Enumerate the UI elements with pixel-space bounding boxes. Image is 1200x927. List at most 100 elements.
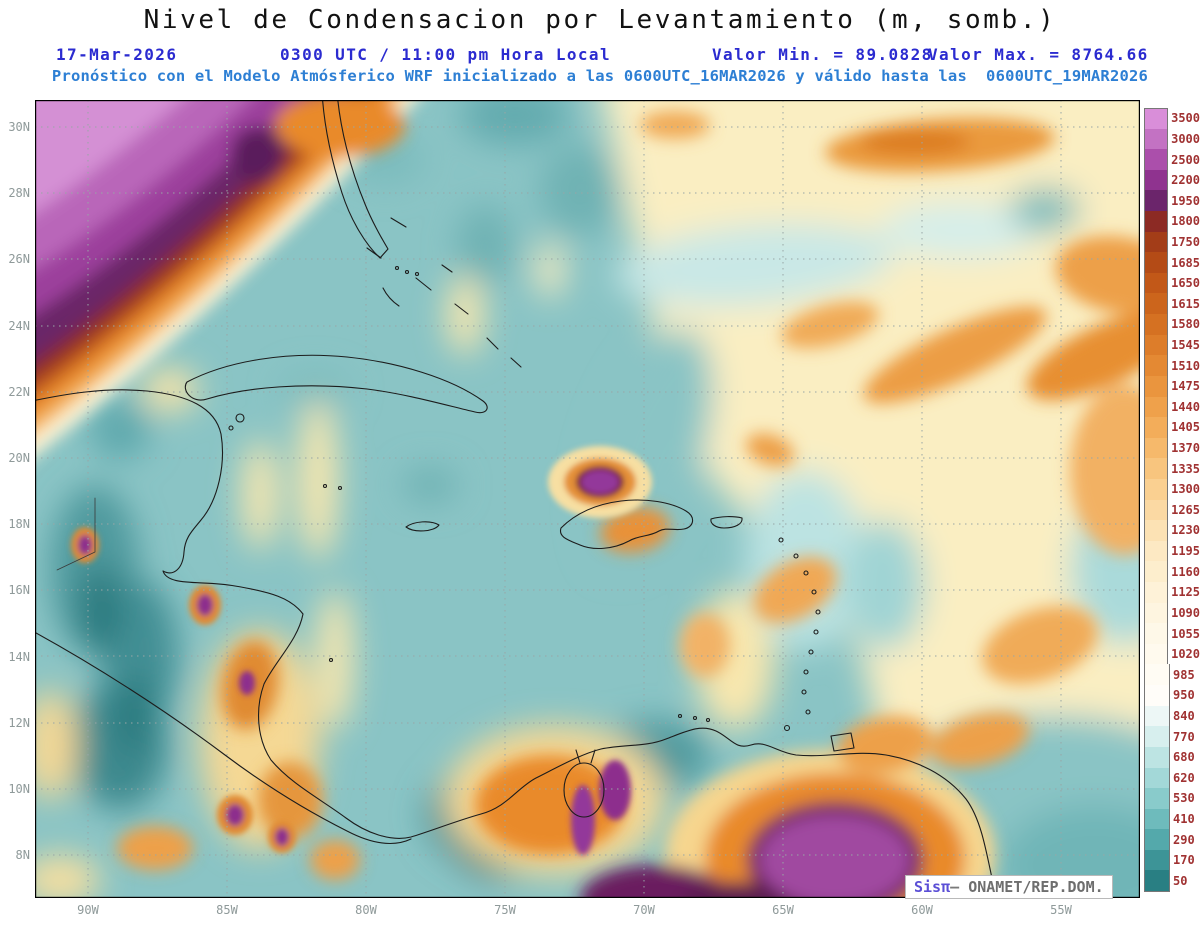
coastlines-layer (35, 100, 997, 898)
colorbar-swatch (1144, 726, 1170, 747)
lon-tick-label: 70W (633, 903, 655, 917)
watermark-separator: – (950, 878, 969, 896)
colorbar-row: 1020 (1144, 643, 1200, 665)
colorbar-swatch (1144, 602, 1169, 624)
colorbar-level-label: 2500 (1171, 152, 1200, 167)
colorbar-swatch (1144, 396, 1169, 418)
contour-fill-layer-small (71, 446, 652, 855)
colorbar-swatch (1144, 499, 1169, 521)
colorbar-swatch (1144, 561, 1169, 583)
colorbar-row: 1750 (1144, 231, 1200, 253)
lat-tick-label: 8N (15, 848, 30, 863)
lat-tick-label: 30N (8, 120, 30, 134)
colorbar-level-label: 985 (1173, 667, 1195, 682)
colorbar-level-label: 770 (1173, 729, 1195, 744)
colorbar-swatch (1144, 705, 1170, 727)
colorbar-level-label: 1650 (1171, 276, 1200, 291)
graticule-layer (35, 100, 1140, 898)
colorbar-swatch (1144, 746, 1170, 768)
colorbar-row: 840 (1144, 705, 1200, 727)
lat-tick-label: 22N (8, 384, 30, 399)
colorbar-level-label: 1335 (1171, 461, 1200, 476)
colorbar-level-label: 950 (1173, 688, 1195, 703)
colorbar-swatch (1144, 623, 1169, 644)
colorbar-row: 1370 (1144, 437, 1200, 459)
colorbar-row: 950 (1144, 685, 1200, 706)
colorbar-swatch (1144, 375, 1169, 397)
colorbar-level-label: 3000 (1171, 131, 1200, 146)
colorbar-level-label: 1160 (1171, 564, 1200, 579)
lon-tick-label: 85W (216, 903, 238, 917)
colorbar-swatch (1144, 478, 1169, 500)
colorbar-level-label: 410 (1173, 812, 1195, 827)
valid-time: 0300 UTC / 11:00 pm Hora Local (280, 45, 611, 64)
colorbar-level-label: 1800 (1171, 214, 1200, 229)
colorbar-swatch (1144, 272, 1169, 294)
lon-tick-label: 80W (355, 903, 377, 917)
colorbar-row: 1615 (1144, 293, 1200, 315)
colorbar-row: 1405 (1144, 417, 1200, 438)
colorbar-swatch (1144, 211, 1169, 232)
colorbar-row: 1265 (1144, 499, 1200, 521)
colorbar-row: 1090 (1144, 602, 1200, 624)
colorbar-swatch (1144, 231, 1169, 253)
colorbar-row: 1195 (1144, 540, 1200, 562)
colorbar-level-label: 290 (1173, 832, 1195, 847)
colorbar-row: 1125 (1144, 582, 1200, 603)
colorbar-level-label: 1020 (1171, 647, 1200, 662)
colorbar-swatch (1144, 190, 1169, 212)
colorbar-swatch (1144, 128, 1169, 150)
colorbar-row: 680 (1144, 746, 1200, 768)
lat-tick-label: 20N (8, 451, 30, 465)
colorbar-row: 770 (1144, 726, 1200, 747)
colorbar-swatch (1144, 808, 1170, 830)
colorbar-swatch (1144, 870, 1170, 892)
contour-fill-layer-medium (35, 100, 1140, 898)
colorbar-swatch (1144, 252, 1169, 273)
colorbar-row: 1475 (1144, 375, 1200, 397)
colorbar-row: 1650 (1144, 272, 1200, 294)
colorbar-swatch (1144, 849, 1170, 871)
colorbar-row: 1055 (1144, 623, 1200, 644)
colorbar-level-label: 1370 (1171, 441, 1200, 456)
colorbar-swatch (1144, 829, 1170, 850)
forecast-line: Pronóstico con el Modelo Atmósferico WRF… (51, 67, 1149, 85)
colorbar-level-label: 3500 (1171, 111, 1200, 126)
colorbar-level-label: 1230 (1171, 523, 1200, 538)
colorbar-level-label: 1440 (1171, 399, 1200, 414)
colorbar-level-label: 620 (1173, 770, 1195, 785)
map-canvas (35, 100, 1141, 898)
colorbar-level-label: 1265 (1171, 502, 1200, 517)
colorbar-swatch (1144, 788, 1170, 809)
lat-tick-label: 14N (8, 649, 30, 664)
colorbar-swatch (1144, 582, 1169, 603)
colorbar-row: 1335 (1144, 458, 1200, 479)
watermark-brand: Sisπ (914, 878, 951, 896)
colorbar-swatch (1144, 149, 1169, 170)
colorbar-level-label: 1750 (1171, 234, 1200, 249)
lat-tick-label: 28N (8, 186, 30, 201)
colorbar-row: 3000 (1144, 128, 1200, 150)
colorbar-level-label: 50 (1173, 873, 1188, 888)
colorbar-swatch (1144, 437, 1169, 459)
colorbar-level-label: 1300 (1171, 482, 1200, 497)
colorbar-row: 1950 (1144, 190, 1200, 212)
map-frame (35, 100, 1141, 898)
lon-tick-label: 90W (77, 903, 99, 917)
lat-tick-label: 12N (8, 715, 30, 730)
colorbar-level-label: 1055 (1171, 626, 1200, 641)
colorbar-swatch (1144, 417, 1169, 438)
colorbar-row: 410 (1144, 808, 1200, 830)
colorbar: 3500 3000 2500 2200 1950 1800 1750 1685 1650 1615… (1144, 107, 1200, 892)
colorbar-level-label: 840 (1173, 708, 1195, 723)
colorbar-level-label: 1125 (1171, 585, 1200, 600)
colorbar-level-label: 1510 (1171, 358, 1200, 373)
colorbar-level-label: 1580 (1171, 317, 1200, 332)
colorbar-swatch (1144, 540, 1169, 562)
colorbar-row: 3500 (1144, 107, 1200, 130)
colorbar-row: 985 (1144, 664, 1200, 686)
lon-tick-label: 60W (911, 903, 933, 917)
colorbar-level-label: 1475 (1171, 379, 1200, 394)
colorbar-row: 170 (1144, 849, 1200, 871)
